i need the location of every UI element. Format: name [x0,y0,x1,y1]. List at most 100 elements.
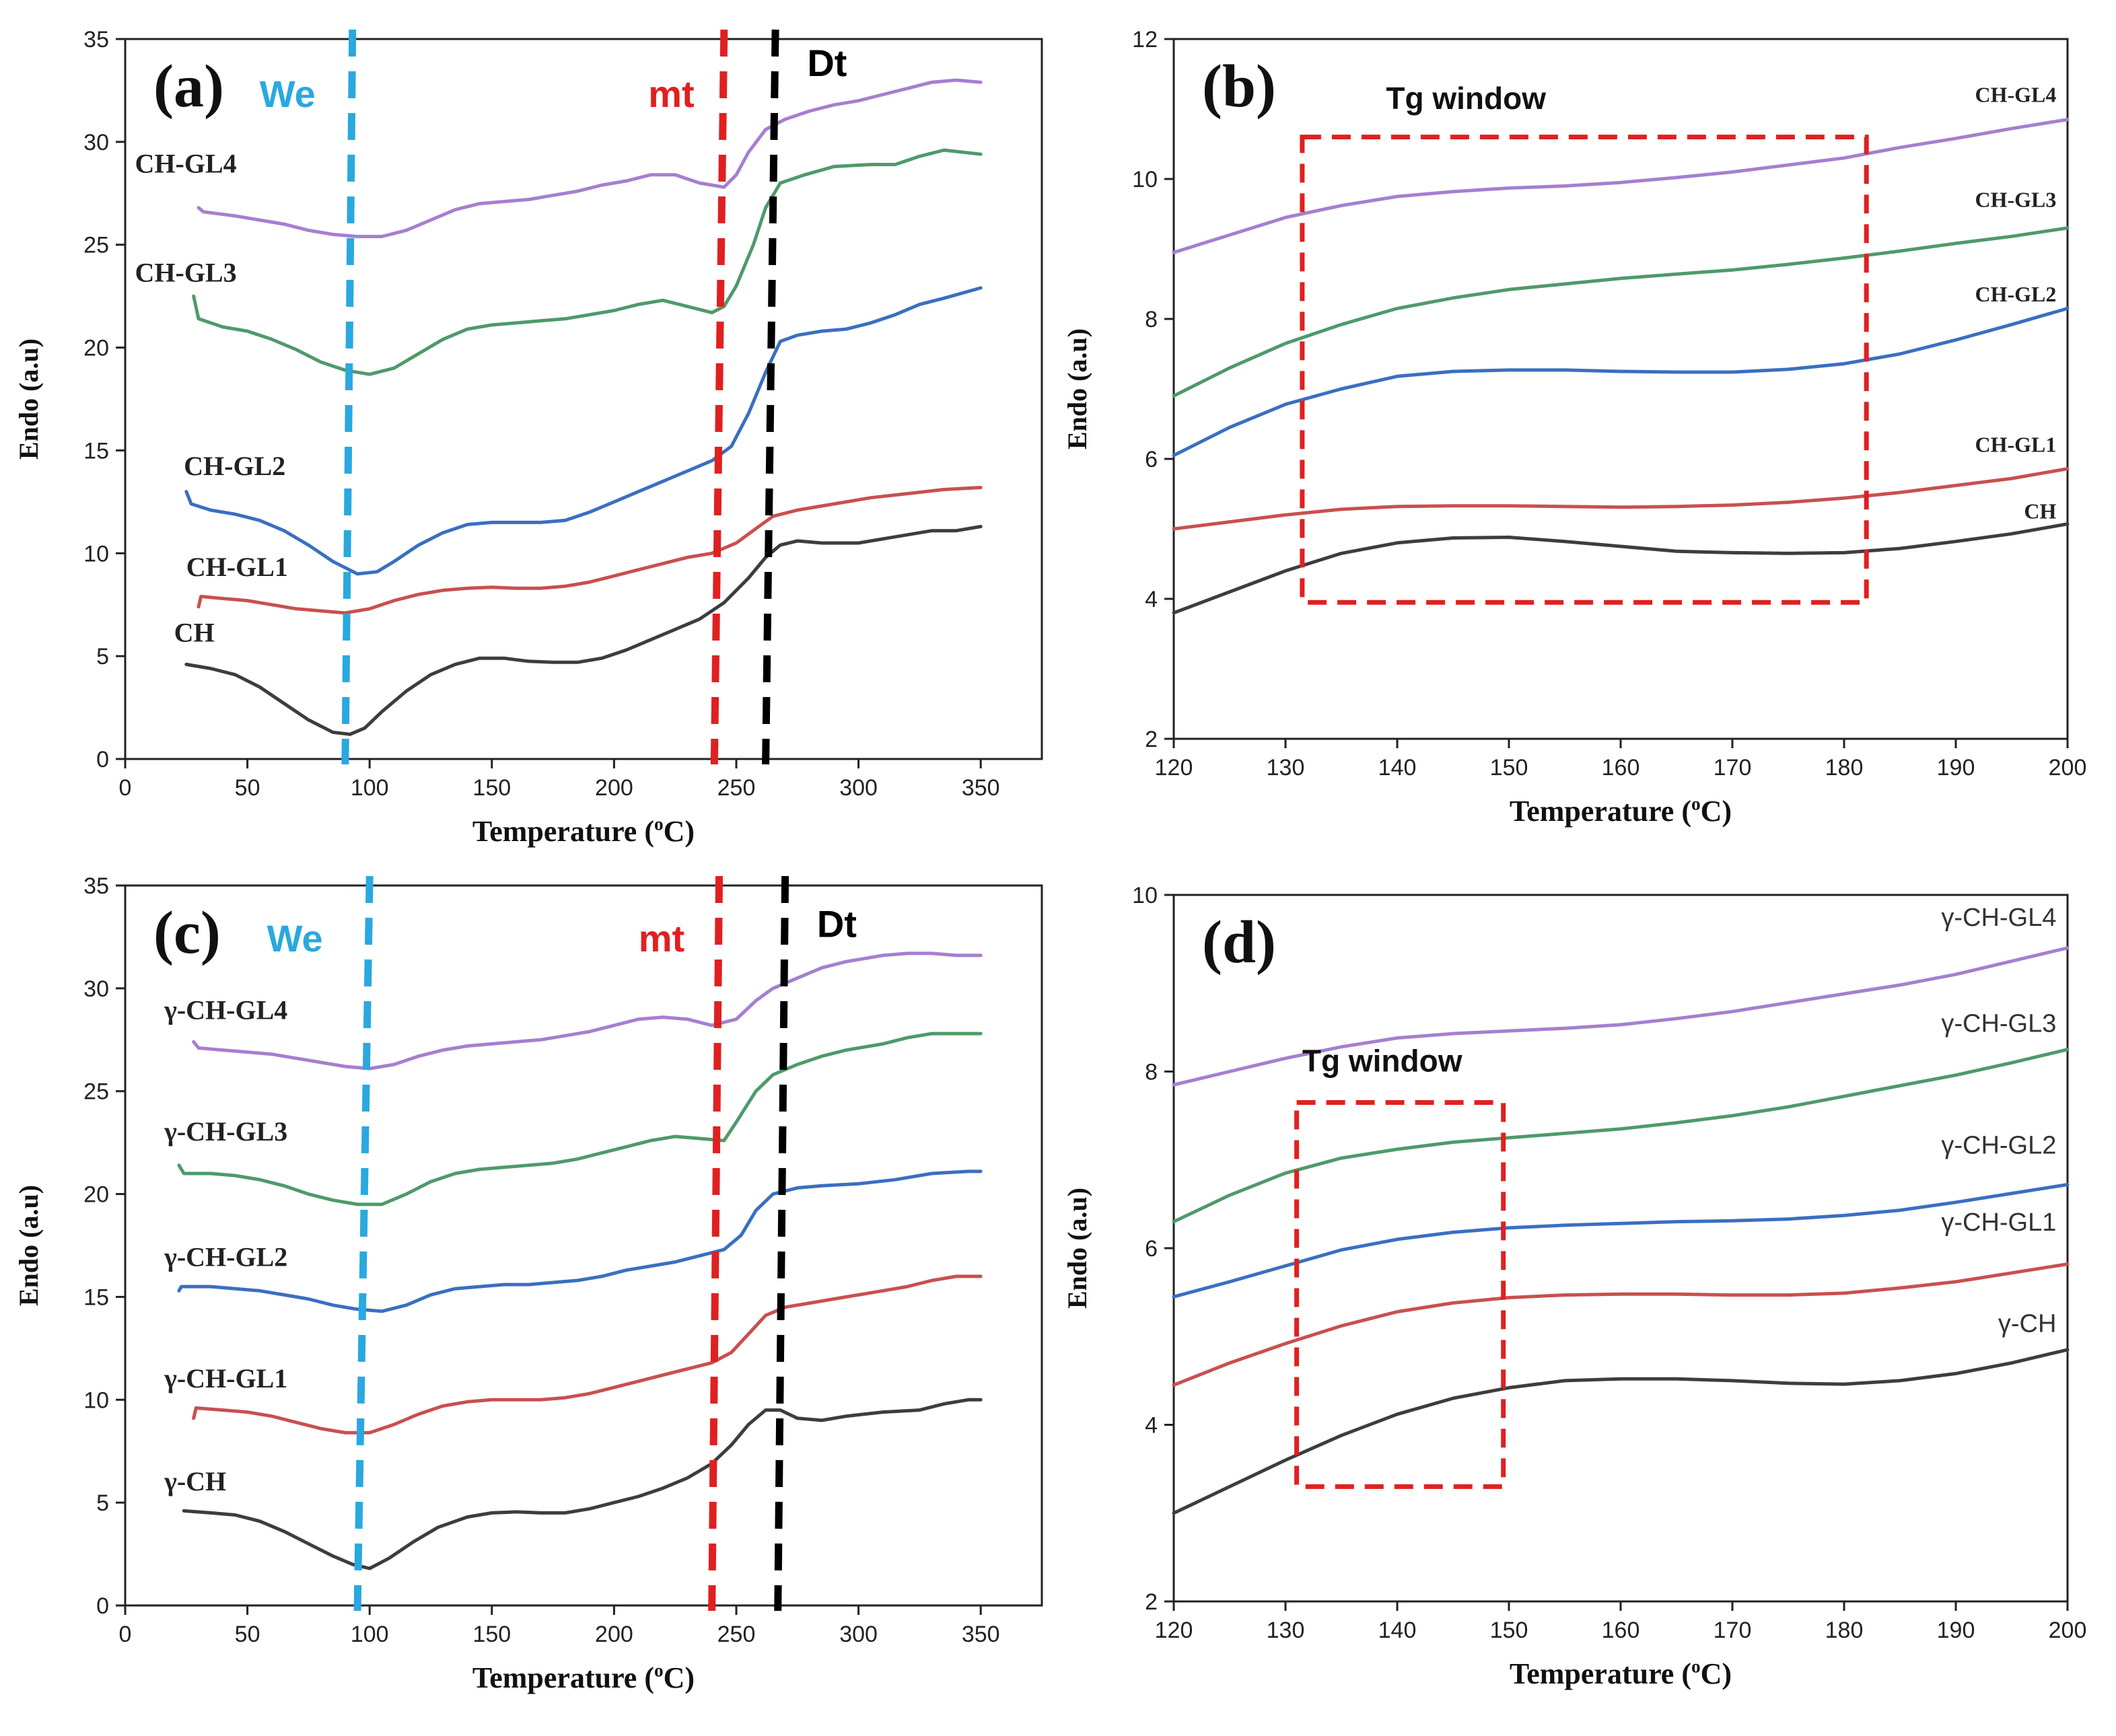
series-label-ch-gl1: CH-GL1 [1975,433,2057,457]
y-tick-label: 15 [83,438,109,464]
x-tick-label: 150 [1490,755,1528,781]
panel-label-a: (a) [153,53,224,120]
marker-label-mt: mt [648,73,694,115]
series-label-ch-gl4: γ-CH-GL4 [164,995,287,1025]
chart-panel-b: 120 130 140 150 160 170 180 190 200 2 4 6 8 10 12 Tempe… [1062,27,2086,828]
y-tick-label: 15 [83,1285,109,1310]
series-line-ch-gl1 [1172,467,2070,531]
x-tick-label: 160 [1602,755,1640,781]
y-tick-label: 0 [96,1593,109,1619]
series-line-ch-gl4 [197,78,983,238]
series-label-ch-gl3: CH-GL3 [135,258,237,288]
y-tick-label: 10 [1132,883,1158,908]
series-line-ch-gl4 [1172,946,2070,1087]
series-label-ch-gl3: CH-GL3 [1975,188,2057,212]
marker-label-we: We [260,73,316,115]
tg-window-box [1294,1099,1506,1489]
series-line-ch [1172,1348,2070,1515]
series-line-ch-gl2 [1172,1183,2070,1299]
series-label-ch-gl1: γ-CH-GL1 [1941,1208,2056,1237]
series-label-ch-gl3: γ-CH-GL3 [1941,1009,2056,1038]
tg-window-box [1300,135,1869,605]
marker-label-mt: mt [639,917,684,960]
series-line-ch [182,1398,983,1570]
series-line-ch-gl3 [1172,1048,2070,1224]
plot-frame [124,38,1043,760]
x-tick-label: 250 [717,1622,756,1647]
tg-window-label: Tg window [1386,81,1546,116]
series-label-ch-gl2: γ-CH-GL2 [164,1242,287,1272]
panel-label-d: (d) [1202,909,1276,976]
x-tick-label: 350 [962,775,1000,801]
y-tick-label: 20 [83,336,109,361]
tg-window-label: Tg window [1302,1044,1462,1079]
y-tick-label: 10 [83,541,109,567]
y-tick-label: 30 [83,130,109,155]
y-tick-label: 20 [83,1182,109,1208]
series-line-ch-gl1 [1172,1262,2070,1387]
series-label-ch-gl2: γ-CH-GL2 [1941,1132,2056,1160]
x-tick-label: 200 [2049,755,2087,781]
x-tick-label: 200 [595,1622,633,1647]
y-tick-label: 10 [1132,167,1158,192]
x-tick-label: 130 [1267,1618,1305,1643]
x-tick-label: 170 [1714,755,1752,781]
x-tick-label: 140 [1378,1618,1417,1643]
x-tick-label: 0 [119,1622,132,1647]
panel-label-c: (c) [153,900,221,966]
x-tick-label: 200 [595,775,633,801]
x-tick-label: 0 [119,775,132,801]
series-line-ch [184,525,983,736]
y-axis-title: Endo (a.u) [1062,328,1092,449]
x-tick-label: 180 [1825,1618,1864,1643]
y-tick-label: 6 [1145,1236,1158,1262]
x-tick-label: 150 [1490,1618,1528,1643]
series-label-ch: γ-CH [1998,1310,2057,1338]
series-line-ch-gl2 [177,1169,983,1313]
y-tick-label: 30 [83,976,109,1002]
marker-label-we: We [267,917,323,960]
series-line-ch-gl1 [192,1274,983,1435]
x-axis-title: Temperature (oC) [1510,1656,1732,1690]
x-tick-label: 190 [1937,755,1975,781]
x-tick-label: 250 [717,775,756,801]
y-tick-label: 35 [83,27,109,52]
chart-panel-d: 120 130 140 150 160 170 180 190 200 2 4 6 8 10 Tempera… [1062,883,2086,1690]
x-tick-label: 190 [1937,1618,1975,1643]
x-axis-title: Temperature (oC) [472,1660,695,1694]
x-tick-label: 180 [1825,755,1864,781]
x-tick-label: 50 [235,1622,260,1647]
y-tick-label: 5 [96,644,109,670]
x-tick-label: 100 [351,1622,389,1647]
y-tick-label: 5 [96,1490,109,1516]
series-label-ch: γ-CH [164,1466,226,1496]
y-tick-label: 10 [83,1387,109,1413]
series-line-ch [1172,522,2070,615]
y-axis-title: Endo (a.u) [13,1185,44,1306]
y-tick-label: 12 [1132,27,1158,52]
x-tick-label: 120 [1155,1618,1193,1643]
marker-label-dt: Dt [807,42,847,84]
marker-label-dt: Dt [817,902,857,945]
x-tick-label: 200 [2049,1618,2087,1643]
x-axis-title: Temperature (oC) [472,813,695,848]
y-tick-label: 2 [1145,1589,1158,1615]
series-label-ch-gl4: CH-GL4 [1975,83,2057,107]
x-tick-label: 300 [839,1622,878,1647]
y-tick-label: 25 [83,1079,109,1105]
series-label-ch-gl4: γ-CH-GL4 [1941,904,2056,932]
x-tick-label: 140 [1378,755,1417,781]
y-tick-label: 0 [96,747,109,772]
series-line-ch-gl3 [192,148,983,376]
x-tick-label: 160 [1602,1618,1640,1643]
y-tick-label: 35 [83,873,109,899]
series-label-ch-gl1: CH-GL1 [186,552,288,582]
x-tick-label: 150 [472,775,511,801]
x-tick-label: 120 [1155,755,1193,781]
panel-label-b: (b) [1202,53,1276,120]
x-tick-label: 100 [351,775,389,801]
series-label-ch-gl4: CH-GL4 [135,149,237,179]
x-tick-label: 130 [1267,755,1305,781]
y-tick-label: 25 [83,233,109,258]
